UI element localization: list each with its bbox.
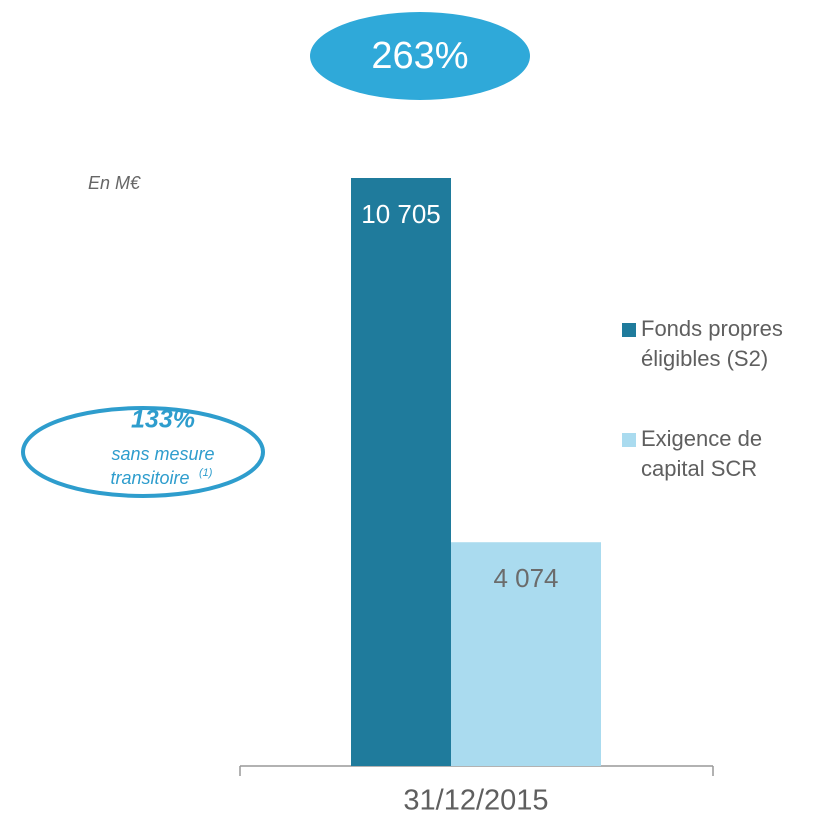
ratio-without-label: 133%: [131, 406, 195, 434]
legend-item: Exigence de capital SCR: [622, 424, 822, 484]
footnote-mark: (1): [199, 467, 213, 479]
bar: [451, 542, 601, 766]
data-label: 10 705: [361, 199, 441, 229]
legend-label: Fonds propres éligibles (S2): [641, 316, 783, 371]
legend-swatch: [622, 433, 636, 447]
ratio-without-note: transitoire: [110, 468, 189, 488]
ratio-label: 263%: [371, 35, 468, 77]
legend-label: Exigence de capital SCR: [641, 426, 763, 481]
legend-item: Fonds propres éligibles (S2): [622, 314, 822, 374]
x-tick-label: 31/12/2015: [403, 785, 548, 817]
ratio-without-ring: [21, 406, 265, 498]
data-label: 4 074: [493, 563, 558, 593]
ratio-without-note: sans mesure: [111, 444, 214, 464]
ratio-bubble: [310, 12, 530, 100]
unit-label: En M€: [88, 173, 141, 193]
legend-swatch: [622, 323, 636, 337]
bar: [351, 178, 451, 766]
